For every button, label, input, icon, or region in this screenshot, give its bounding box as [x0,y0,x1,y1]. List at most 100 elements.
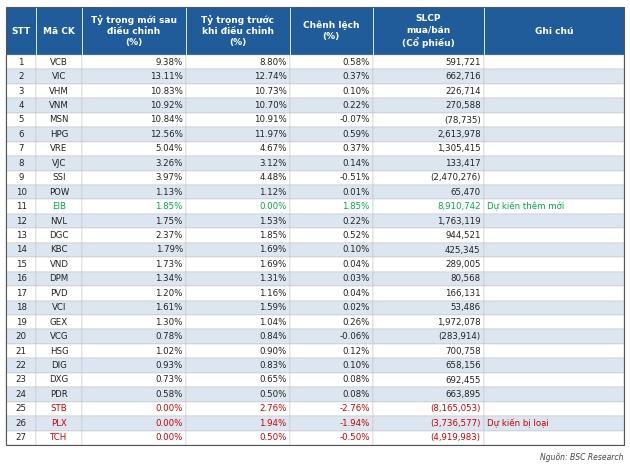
Bar [36,402,82,416]
Bar [372,431,484,445]
Text: 16: 16 [16,275,26,283]
Bar [82,228,186,243]
Text: 9: 9 [18,173,24,182]
Bar [36,84,82,99]
Text: 2,613,978: 2,613,978 [437,130,481,139]
Bar [484,272,624,286]
Bar [186,344,290,358]
Bar [484,214,624,228]
Text: 0.65%: 0.65% [260,375,287,384]
Bar [82,84,186,99]
Text: HSG: HSG [50,347,69,355]
Bar [36,156,82,170]
Text: 26: 26 [16,419,26,428]
Bar [6,214,36,228]
Bar [6,7,36,55]
Text: 12.74%: 12.74% [254,72,287,81]
Bar [82,185,186,199]
Bar [186,185,290,199]
Bar [6,416,36,431]
Text: Chênh lệch
(%): Chênh lệch (%) [303,21,359,41]
Text: 12: 12 [16,217,26,226]
Text: DXG: DXG [49,375,69,384]
Bar [6,387,36,402]
Bar [6,402,36,416]
Bar [186,214,290,228]
Bar [484,99,624,113]
Text: 10.91%: 10.91% [254,115,287,125]
Text: 0.50%: 0.50% [260,433,287,442]
Bar [186,315,290,329]
Text: 663,895: 663,895 [445,390,481,399]
Bar [6,170,36,185]
Text: DIG: DIG [51,361,67,370]
Text: Ghi chú: Ghi chú [534,27,573,35]
Bar [186,70,290,84]
Text: 166,131: 166,131 [445,289,481,298]
Bar [372,387,484,402]
Bar [290,70,372,84]
Bar [372,99,484,113]
Text: 22: 22 [16,361,26,370]
Text: 53,486: 53,486 [450,303,481,312]
Text: 13: 13 [16,231,26,240]
Bar [82,199,186,214]
Bar [290,402,372,416]
Bar [36,344,82,358]
Bar [82,142,186,156]
Bar [372,84,484,99]
Bar [6,243,36,257]
Bar [372,127,484,142]
Bar [36,70,82,84]
Text: 0.04%: 0.04% [342,289,370,298]
Text: 1.13%: 1.13% [156,188,183,197]
Text: 0.78%: 0.78% [156,332,183,341]
Bar [36,99,82,113]
Text: STB: STB [50,404,67,413]
Bar [484,329,624,344]
Bar [36,170,82,185]
Text: 1.85%: 1.85% [156,202,183,211]
Bar [186,301,290,315]
Text: POW: POW [49,188,69,197]
Bar [186,387,290,402]
Bar [6,70,36,84]
Bar [290,301,372,315]
Bar [484,127,624,142]
Text: 7: 7 [18,144,24,153]
Text: 2.76%: 2.76% [260,404,287,413]
Text: NVL: NVL [50,217,67,226]
Bar [290,127,372,142]
Text: VJC: VJC [52,159,66,168]
Bar [484,228,624,243]
Text: KBC: KBC [50,246,68,255]
Text: 18: 18 [16,303,26,312]
Text: 1.34%: 1.34% [156,275,183,283]
Bar [82,402,186,416]
Text: 10.73%: 10.73% [254,86,287,96]
Text: 692,455: 692,455 [445,375,481,384]
Bar [6,55,36,70]
Bar [372,113,484,127]
Bar [290,329,372,344]
Text: VND: VND [50,260,69,269]
Bar [6,257,36,272]
Bar [82,99,186,113]
Bar [484,344,624,358]
Text: 10.84%: 10.84% [150,115,183,125]
Bar [6,272,36,286]
Bar [186,199,290,214]
Text: TCH: TCH [50,433,67,442]
Bar [82,55,186,70]
Text: 1,305,415: 1,305,415 [437,144,481,153]
Text: Tỷ trọng mới sau
điều chỉnh
(%): Tỷ trọng mới sau điều chỉnh (%) [91,15,177,47]
Text: Nguồn: BSC Research: Nguồn: BSC Research [541,453,624,462]
Text: VCG: VCG [50,332,68,341]
Bar [290,7,372,55]
Text: 133,417: 133,417 [445,159,481,168]
Text: GEX: GEX [50,318,68,327]
Bar [290,272,372,286]
Bar [186,358,290,373]
Text: 0.59%: 0.59% [342,130,370,139]
Bar [36,185,82,199]
